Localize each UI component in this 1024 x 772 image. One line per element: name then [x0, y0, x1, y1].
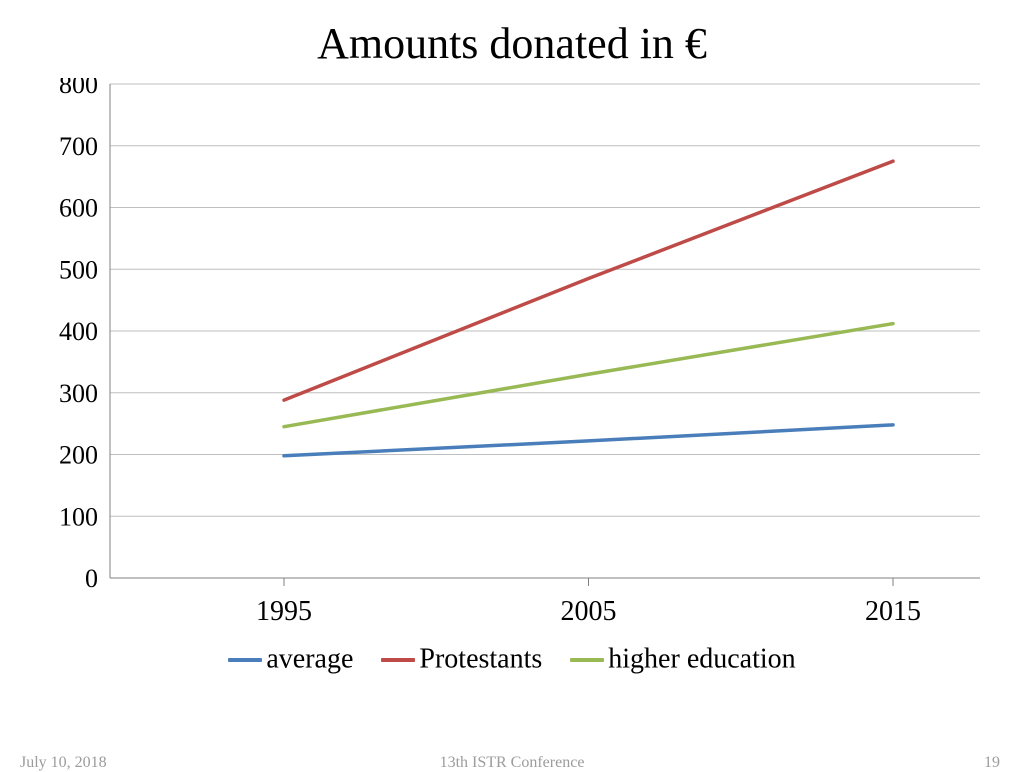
y-tick-label: 300 [59, 379, 98, 408]
legend-swatch [381, 658, 415, 662]
chart-legend: average Protestants higher education [0, 642, 1024, 676]
footer-page: 19 [984, 754, 1000, 772]
legend-label: Protestants [419, 644, 542, 675]
legend-label: average [266, 644, 353, 675]
series-line [284, 161, 893, 400]
y-tick-label: 0 [85, 564, 98, 593]
legend-swatch [570, 658, 604, 662]
y-tick-label: 100 [59, 502, 98, 531]
legend-swatch [228, 658, 262, 662]
y-tick-label: 500 [59, 255, 98, 284]
y-tick-label: 600 [59, 194, 98, 223]
legend-item: Protestants [381, 642, 542, 676]
y-tick-label: 700 [59, 132, 98, 161]
footer-venue: 13th ISTR Conference [0, 754, 1024, 772]
chart-title: Amounts donated in € [0, 0, 1024, 69]
legend-item: average [228, 642, 353, 676]
y-tick-label: 400 [59, 317, 98, 346]
x-tick-label: 1995 [256, 596, 312, 627]
x-tick-label: 2015 [865, 596, 921, 627]
series-line [284, 425, 893, 456]
y-tick-label: 800 [59, 78, 98, 99]
legend-label: higher education [608, 644, 795, 675]
x-tick-label: 2005 [561, 596, 617, 627]
legend-item: higher education [570, 642, 795, 676]
series-line [284, 324, 893, 427]
y-tick-label: 200 [59, 441, 98, 470]
line-chart: 0 100 200 300 400 500 600 700 800 1995 2005 2015 [40, 78, 990, 638]
